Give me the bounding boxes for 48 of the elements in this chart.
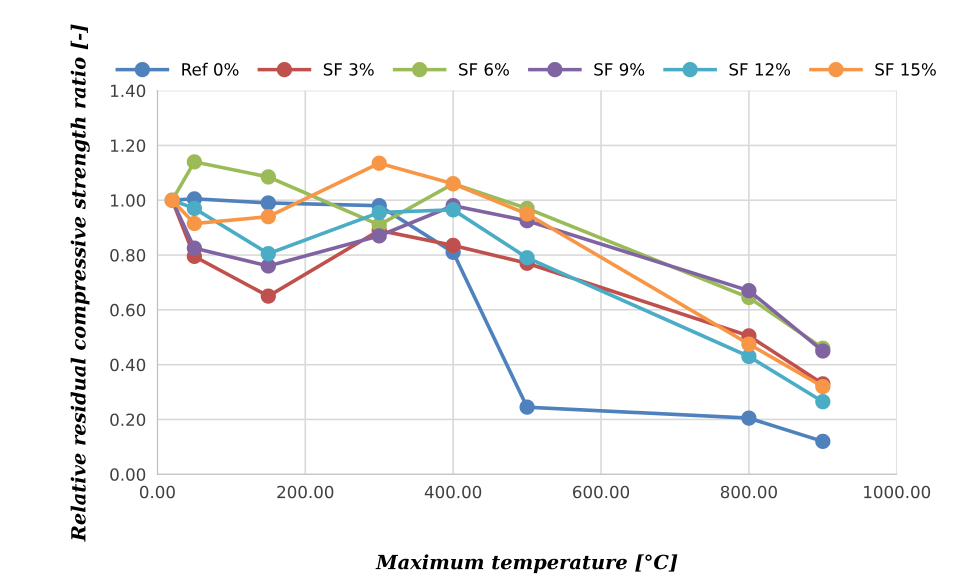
legend-label: SF 12% <box>730 63 790 76</box>
legend-label: SF 3% <box>324 63 374 76</box>
x-tick-label: 600.00 <box>573 486 630 498</box>
point <box>815 434 830 450</box>
point <box>260 246 276 262</box>
legend-label: SF 15% <box>875 63 936 76</box>
y-tick-label: 0.20 <box>110 413 146 426</box>
y-axis-title: Relative residual compressive strength ratio [-] <box>70 24 90 542</box>
legend-label: SF 6% <box>459 63 509 76</box>
point <box>260 258 276 274</box>
x-tick-label: 800.00 <box>720 486 777 498</box>
y-tick-label: 0.00 <box>110 468 146 481</box>
y-tick-label: 1.00 <box>111 194 146 207</box>
point <box>186 154 202 170</box>
x-tick-label: 200.00 <box>277 486 334 498</box>
y-tick-label: 1.20 <box>111 139 146 152</box>
point <box>741 283 757 298</box>
point <box>260 288 276 304</box>
point <box>372 228 387 244</box>
x-tick-label: 400.00 <box>424 486 482 498</box>
point <box>741 336 757 352</box>
y-tick-label: 0.80 <box>110 248 146 262</box>
point <box>815 378 830 394</box>
x-axis-title: Maximum temperature [°C] <box>376 554 678 574</box>
point <box>741 410 757 426</box>
point <box>741 348 757 364</box>
point <box>815 394 830 410</box>
point <box>372 204 387 220</box>
point <box>260 209 276 224</box>
point <box>186 240 202 256</box>
x-tick-label: 1000.00 <box>864 486 930 498</box>
point <box>446 202 461 218</box>
point <box>519 250 535 266</box>
point <box>372 156 387 171</box>
point <box>186 200 202 216</box>
point <box>519 206 535 222</box>
y-tick-label: 0.60 <box>110 304 146 316</box>
y-tick-label: 1.40 <box>111 84 146 98</box>
y-tick-label: 0.40 <box>110 358 146 372</box>
point <box>815 343 830 359</box>
legend-label: SF 9% <box>594 63 644 76</box>
point <box>519 400 535 415</box>
x-tick-label: 0.00 <box>140 486 175 498</box>
point <box>260 169 276 185</box>
point <box>446 238 461 254</box>
legend-label: Ref 0% <box>182 62 238 76</box>
point <box>186 216 202 232</box>
point <box>260 195 276 211</box>
